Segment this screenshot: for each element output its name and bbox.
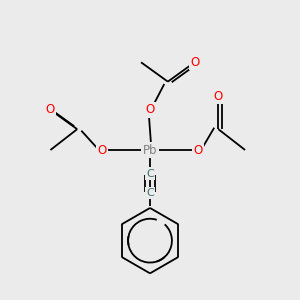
- Text: O: O: [214, 90, 223, 103]
- Text: O: O: [98, 143, 107, 157]
- Text: O: O: [146, 103, 154, 116]
- Text: O: O: [46, 103, 55, 116]
- Text: C: C: [146, 188, 154, 198]
- Text: O: O: [193, 143, 202, 157]
- Text: C: C: [146, 169, 154, 179]
- Text: Pb: Pb: [143, 143, 157, 157]
- Text: O: O: [190, 56, 199, 69]
